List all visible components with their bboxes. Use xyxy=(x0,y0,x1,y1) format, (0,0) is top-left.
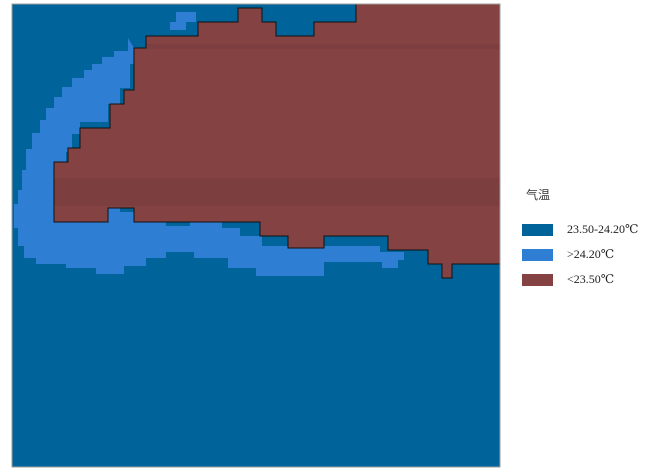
legend-label: <23.50℃ xyxy=(567,272,615,286)
legend-label: 23.50-24.20℃ xyxy=(567,222,639,236)
legend-item-low: <23.50℃ xyxy=(522,267,647,292)
zone-below-23-50 xyxy=(53,3,501,279)
legend-item-high: >24.20℃ xyxy=(522,242,647,267)
legend-swatch xyxy=(522,273,553,286)
zone-above-24-20 xyxy=(14,38,404,276)
legend-label: >24.20℃ xyxy=(567,247,615,261)
legend: 气温 23.50-24.20℃ >24.20℃ <23.50℃ xyxy=(522,186,647,292)
map-frame xyxy=(11,3,501,468)
legend-swatch xyxy=(522,248,553,261)
band-shade xyxy=(54,178,500,206)
legend-title: 气温 xyxy=(526,188,551,202)
legend-item-mid: 23.50-24.20℃ xyxy=(522,217,647,242)
zone-above-24-20-islet xyxy=(170,12,196,30)
legend-swatch xyxy=(522,223,553,236)
band-shade xyxy=(146,44,500,49)
